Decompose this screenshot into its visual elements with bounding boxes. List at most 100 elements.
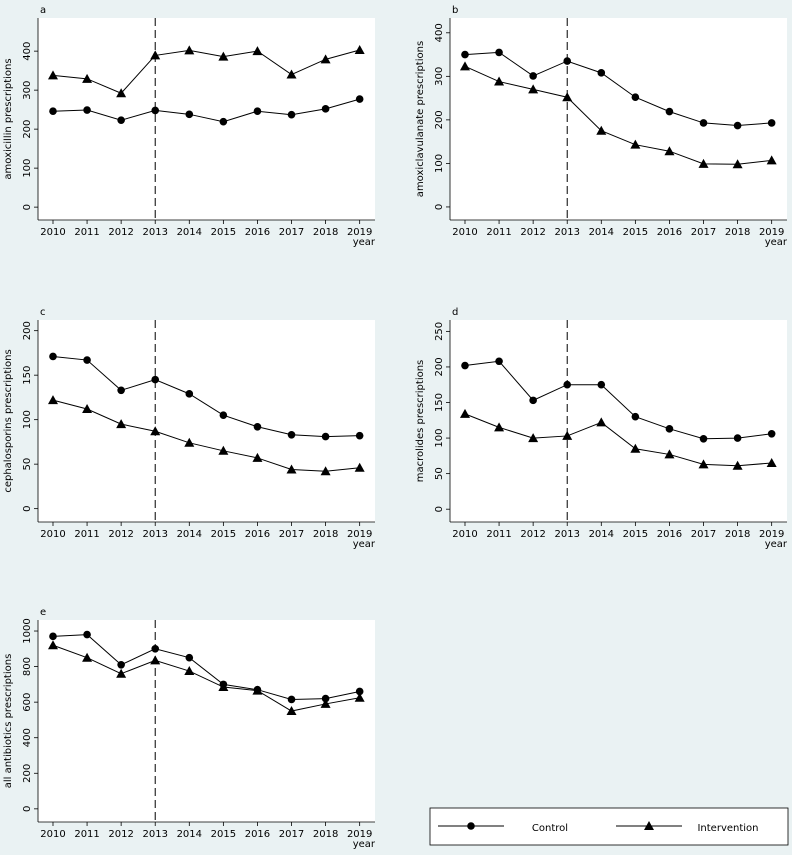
marker	[494, 76, 505, 86]
x-tick-label: 2013	[142, 529, 167, 540]
series-line	[52, 399, 360, 472]
marker	[150, 426, 161, 436]
x-tick-label: 2015	[623, 227, 648, 238]
x-tick-label: 2012	[108, 227, 133, 238]
marker	[597, 69, 606, 77]
x-tick-label: 2015	[211, 529, 236, 540]
series-line	[464, 51, 772, 127]
x-tick-label: 2010	[452, 529, 477, 540]
marker	[218, 51, 229, 61]
marker	[185, 653, 194, 662]
series-line	[464, 413, 772, 467]
marker	[184, 666, 195, 676]
marker	[320, 54, 331, 64]
marker	[354, 692, 365, 702]
marker	[185, 110, 194, 119]
marker	[150, 50, 161, 60]
x-tick-label: 2013	[142, 227, 167, 238]
legend-marker	[644, 821, 654, 830]
x-tick-label: 2014	[589, 227, 614, 238]
marker	[287, 695, 296, 704]
marker	[320, 466, 331, 476]
x-tick-label: 2010	[40, 829, 65, 840]
x-tick-label: 2016	[657, 529, 682, 540]
marker	[461, 361, 469, 370]
y-axis-label: cephalosporins prescriptions	[3, 349, 14, 492]
x-tick-label: 2018	[313, 227, 338, 238]
legend-label: Control	[532, 823, 568, 834]
x-axis-label: year	[353, 839, 376, 850]
marker	[699, 119, 708, 127]
series-line	[464, 65, 772, 165]
x-tick-label: 2012	[108, 529, 133, 540]
marker	[355, 95, 364, 103]
y-tick-label: 0	[22, 806, 33, 812]
x-tick-label: 2014	[177, 829, 202, 840]
marker	[321, 105, 330, 113]
marker	[287, 110, 296, 119]
plot-region	[38, 620, 375, 822]
marker	[495, 357, 503, 366]
x-tick-label: 2011	[74, 829, 99, 840]
y-tick-label: 150	[434, 393, 445, 412]
marker	[767, 430, 776, 438]
marker	[150, 655, 161, 665]
marker	[596, 417, 607, 427]
marker	[461, 50, 469, 59]
x-tick-label: 2018	[725, 529, 750, 540]
x-axis-label: year	[353, 539, 376, 550]
x-tick-label: 2013	[554, 529, 579, 540]
marker	[185, 390, 194, 398]
marker	[664, 146, 675, 156]
marker	[733, 434, 742, 442]
marker	[630, 443, 641, 453]
y-axis-label: amoxicillin prescriptions	[3, 58, 14, 179]
y-tick-label: 400	[22, 728, 33, 747]
x-tick-label: 2011	[74, 529, 99, 540]
marker	[528, 84, 539, 94]
marker	[47, 395, 58, 405]
x-tick-label: 2019	[759, 227, 784, 238]
marker	[459, 61, 470, 71]
y-tick-label: 100	[434, 429, 445, 448]
x-tick-label: 2017	[691, 227, 716, 238]
marker	[151, 375, 160, 384]
x-tick-label: 2015	[211, 829, 236, 840]
marker	[82, 73, 93, 83]
y-tick-label: 600	[22, 693, 33, 712]
marker	[698, 158, 709, 168]
marker	[116, 419, 127, 429]
x-tick-label: 2018	[725, 227, 750, 238]
x-axis-label: year	[353, 237, 376, 248]
marker	[253, 107, 262, 116]
y-tick-label: 0	[434, 506, 445, 512]
marker	[47, 70, 58, 80]
series-line	[52, 644, 360, 712]
x-tick-label: 2011	[74, 227, 99, 238]
marker	[494, 422, 505, 432]
marker	[733, 121, 742, 130]
x-tick-label: 2017	[691, 529, 716, 540]
plot-region	[38, 320, 375, 522]
marker	[82, 652, 93, 662]
marker	[699, 434, 708, 443]
y-tick-label: 200	[22, 321, 33, 340]
marker	[529, 396, 537, 405]
legend-label: Intervention	[697, 823, 758, 834]
x-tick-label: 2011	[486, 529, 511, 540]
plot-region	[450, 18, 787, 220]
plot-region	[450, 320, 787, 522]
marker	[354, 44, 365, 54]
marker	[49, 107, 57, 116]
panel-label: c	[40, 307, 46, 318]
x-tick-label: 2012	[108, 829, 133, 840]
y-tick-label: 200	[434, 357, 445, 376]
y-tick-label: 200	[22, 120, 33, 139]
y-tick-label: 800	[22, 657, 33, 676]
marker	[253, 422, 262, 431]
x-axis-label: year	[765, 539, 788, 550]
marker	[766, 155, 777, 165]
y-axis-label: macrolides prescriptions	[415, 360, 426, 483]
plot-region	[38, 18, 375, 220]
y-tick-label: 0	[434, 204, 445, 210]
